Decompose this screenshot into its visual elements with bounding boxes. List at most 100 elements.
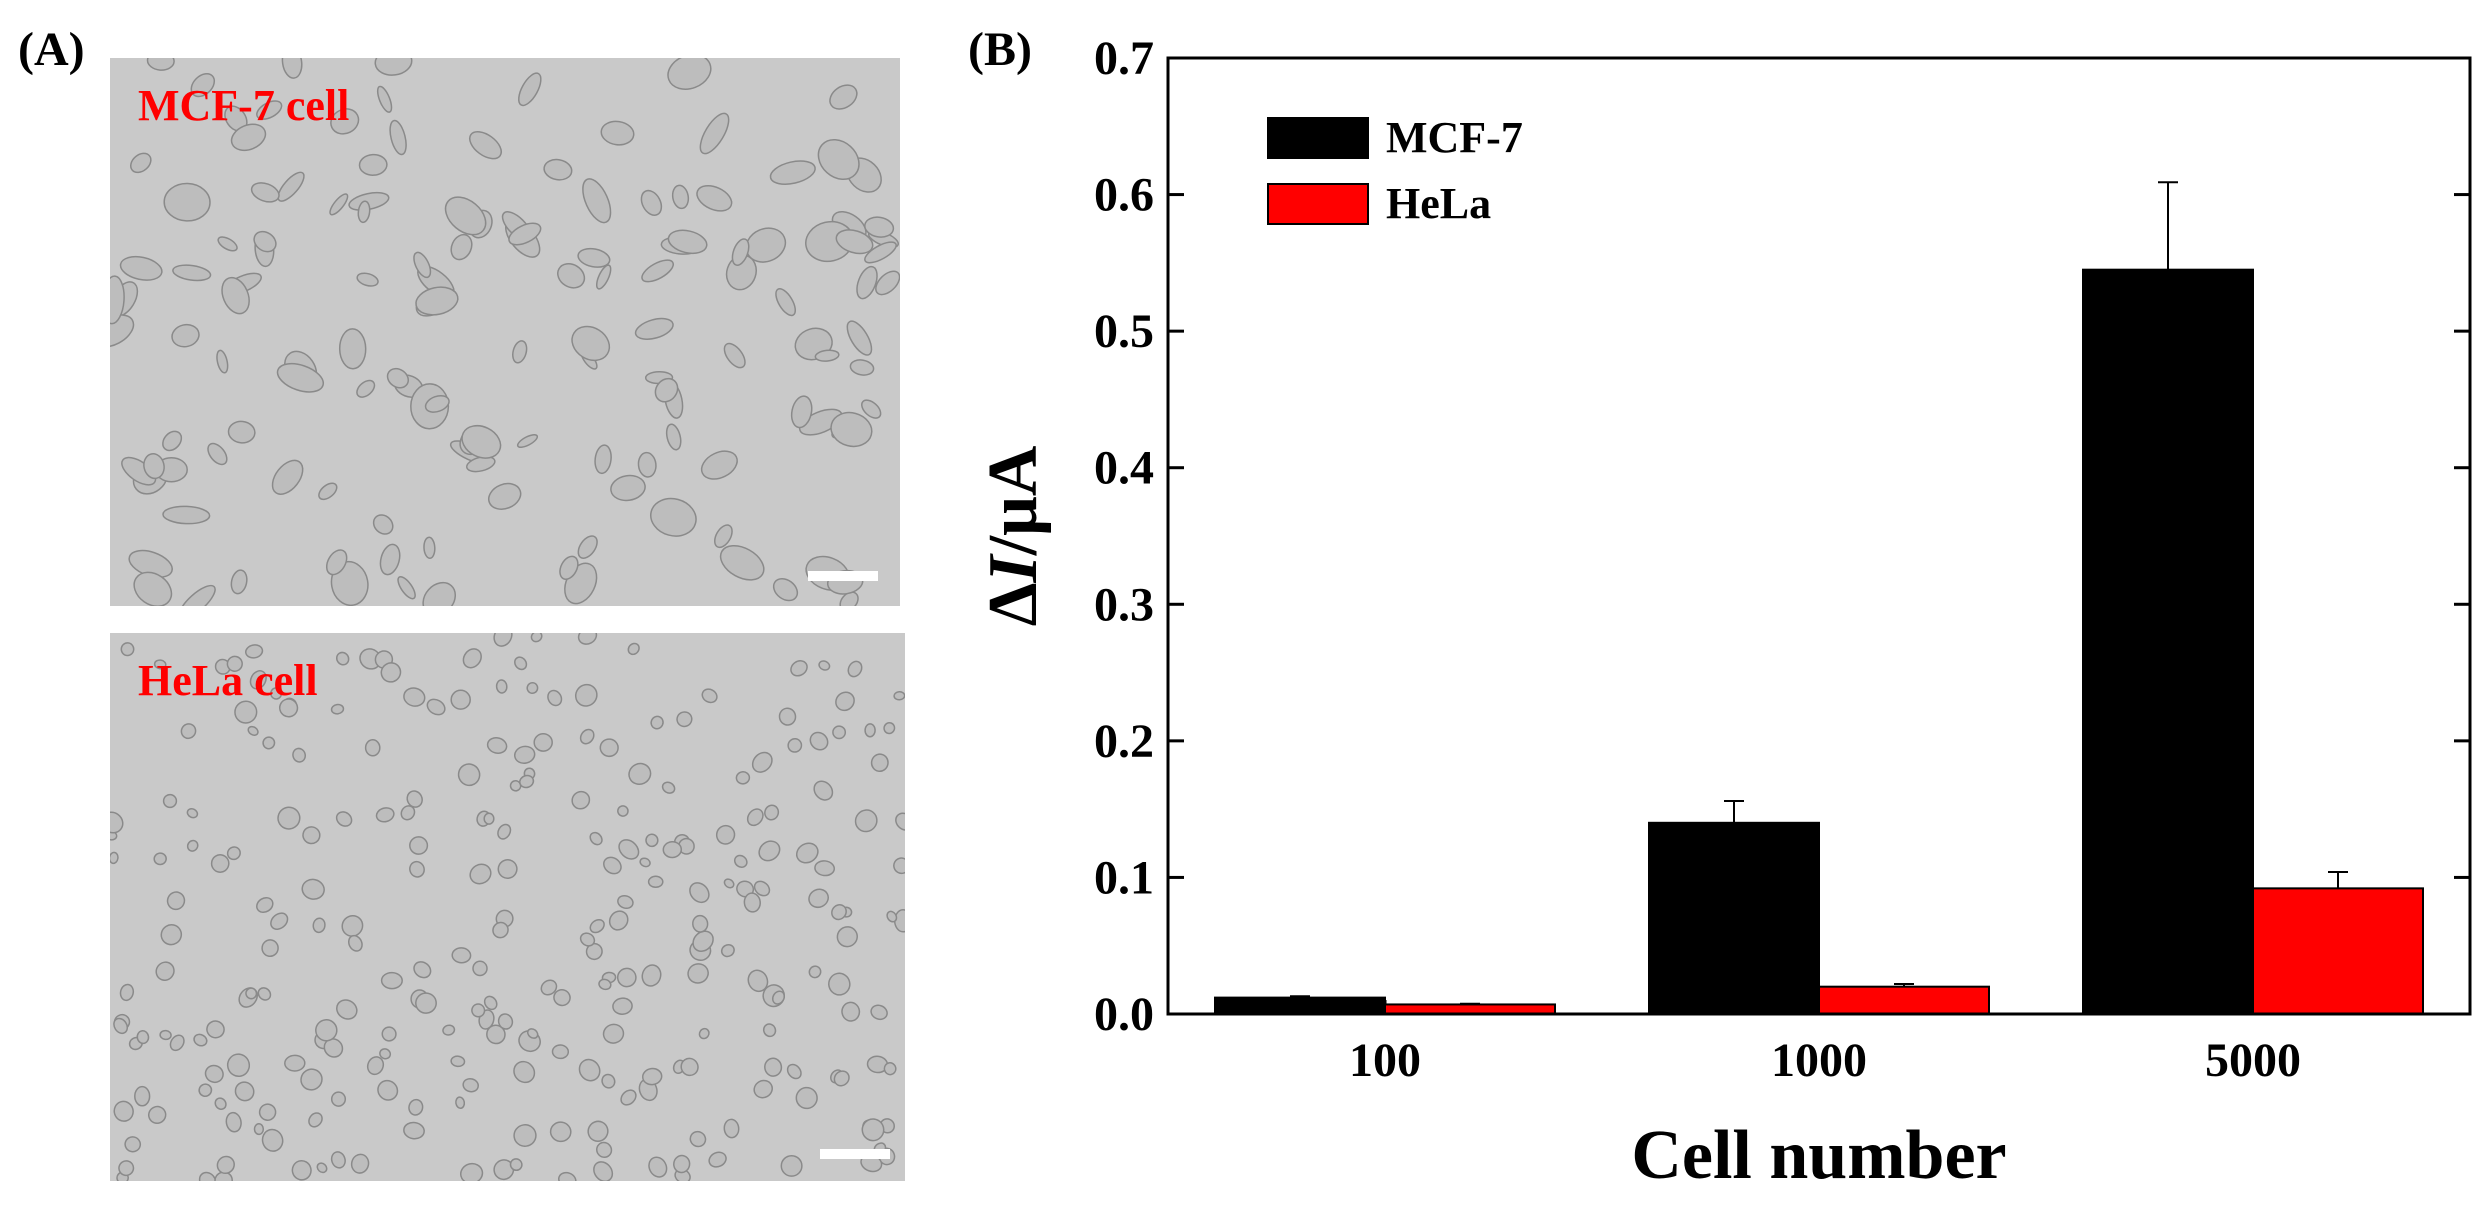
cell-shape <box>689 1130 707 1148</box>
cell-shape <box>733 854 748 869</box>
cell-shape <box>772 577 799 602</box>
cell-shape <box>113 1100 134 1122</box>
cell-shape <box>846 320 873 356</box>
cell-shape <box>579 932 596 947</box>
cell-shape <box>861 1118 885 1142</box>
cell-shape <box>162 793 178 809</box>
cell-shape <box>687 963 709 984</box>
cell-shape <box>839 591 859 606</box>
cell-shape <box>667 58 712 90</box>
cell-shape <box>227 420 256 444</box>
cell-shape <box>409 836 429 855</box>
cell-shape <box>832 725 847 740</box>
cell-shape <box>389 119 407 156</box>
y-tick-label-2: 0.2 <box>1094 715 1154 768</box>
y-axis-label-variable: I <box>975 553 1052 584</box>
cell-shape <box>809 731 829 751</box>
cell-shape <box>221 276 250 315</box>
cell-shape <box>549 1121 572 1143</box>
y-tick-label-7: 0.7 <box>1094 32 1154 85</box>
cell-shape <box>582 178 612 224</box>
cell-shape <box>113 1017 129 1035</box>
cell-shape <box>829 84 858 110</box>
cell-shape <box>377 1079 399 1101</box>
cell-shape <box>620 1089 637 1106</box>
cell-shape <box>210 854 230 873</box>
cell-shape <box>612 997 633 1015</box>
cell-shape <box>413 251 432 279</box>
cell-shape <box>461 424 502 459</box>
y-tick-label-5: 0.5 <box>1094 305 1154 358</box>
cell-shape <box>497 823 512 840</box>
cell-shape <box>162 430 183 452</box>
legend-swatch-hela <box>1267 183 1369 225</box>
cell-shape <box>577 535 598 559</box>
cell-shape <box>347 934 363 952</box>
cell-shape <box>497 1013 514 1030</box>
cell-shape <box>519 774 535 789</box>
cell-shape <box>558 1171 577 1181</box>
cell-shape <box>708 1151 727 1168</box>
cell-shape <box>778 707 797 726</box>
cell-shape <box>318 482 338 501</box>
cell-shape <box>650 715 664 730</box>
cell-shape <box>579 728 595 745</box>
cell-shape <box>817 138 860 181</box>
cell-shape <box>547 689 563 707</box>
cell-shape <box>155 961 175 981</box>
cell-shape <box>833 1070 850 1087</box>
cell-shape <box>574 683 598 707</box>
cell-shape <box>808 888 829 909</box>
cell-shape <box>379 1048 392 1060</box>
cell-shape <box>637 451 657 478</box>
cell-shape <box>627 642 640 656</box>
cell-shape <box>325 549 348 576</box>
x-tick-label-1: 1000 <box>1771 1034 1867 1087</box>
cell-shape <box>284 1054 306 1072</box>
cell-shape <box>110 275 125 325</box>
cell-shape <box>281 58 303 79</box>
cell-shape <box>723 342 746 369</box>
cell-shape <box>641 964 662 987</box>
cell-shape <box>735 771 751 785</box>
cell-shape <box>415 992 437 1014</box>
cell-shape <box>751 751 773 773</box>
cell-shape <box>253 230 277 253</box>
cell-shape <box>553 989 571 1007</box>
cell-shape <box>253 1123 265 1136</box>
cell-shape <box>673 1154 691 1174</box>
cell-shape <box>662 840 683 859</box>
cell-shape <box>247 725 259 736</box>
cell-shape <box>589 918 605 934</box>
cell-shape <box>814 349 840 362</box>
cell-shape <box>808 965 822 979</box>
cell-shape <box>472 960 488 977</box>
cell-shape <box>713 524 733 549</box>
cell-shape <box>356 379 376 398</box>
cell-shape <box>143 453 165 480</box>
y-tick-label-3: 0.3 <box>1094 578 1154 631</box>
cell-shape <box>769 160 816 185</box>
cell-shape <box>204 1064 224 1084</box>
cell-shape <box>460 1162 484 1181</box>
cell-shape <box>409 860 425 878</box>
cell-shape <box>526 681 539 695</box>
cell-shape <box>870 1004 888 1021</box>
cell-shape <box>160 924 183 946</box>
cell-shape <box>587 1120 609 1143</box>
cell-shape <box>731 238 750 266</box>
cell-shape <box>828 972 851 996</box>
cell-shape <box>381 1026 397 1042</box>
cell-shape <box>261 1128 284 1152</box>
cell-shape <box>217 236 238 252</box>
cell-shape <box>198 1083 213 1097</box>
cell-shape <box>234 1081 255 1102</box>
cell-shape <box>376 85 393 113</box>
cell-shape <box>849 359 875 376</box>
cell-shape <box>654 377 679 403</box>
x-tick-label-2: 5000 <box>2205 1034 2301 1087</box>
cell-shape <box>602 1023 625 1044</box>
cell-shape <box>300 1068 323 1091</box>
cell-shape <box>893 857 905 875</box>
